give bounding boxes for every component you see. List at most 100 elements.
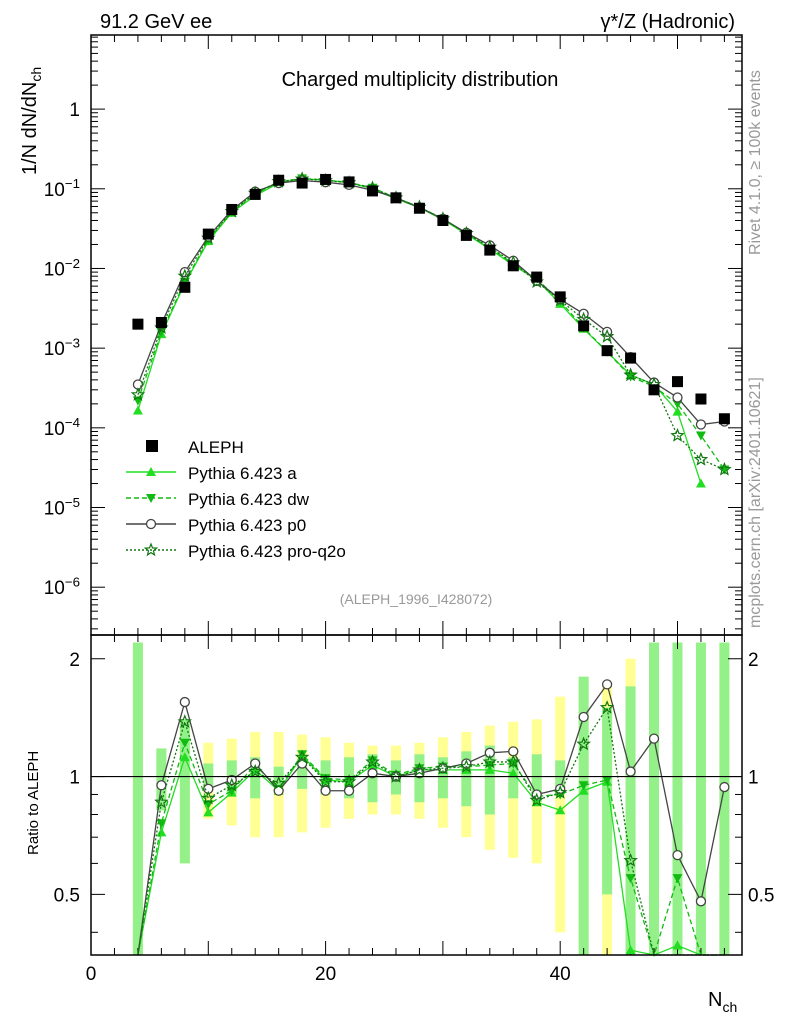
series-line-3	[137, 178, 725, 471]
aleph-data-point	[390, 192, 402, 204]
side-rivet-label: Rivet 4.1.0, ≥ 100k events	[747, 70, 764, 255]
ratio-point-3	[201, 790, 216, 805]
series-point-0	[695, 478, 706, 488]
ratio-point-2	[601, 679, 613, 690]
ratio-point-2	[719, 781, 730, 793]
aleph-data-point	[202, 228, 214, 240]
ratio-point-1	[367, 756, 378, 766]
ratio-point-3	[435, 760, 451, 775]
ratio-series	[137, 679, 730, 958]
ratio-point-1	[156, 819, 167, 829]
ratio-point-1	[625, 874, 636, 884]
header-energy: 91.2 GeV ee	[100, 11, 212, 33]
upper-axis-ticks: 10−6 10−5 10−4 10−3 10−2 10−1 1	[44, 35, 742, 635]
aleph-data-point	[437, 214, 449, 226]
band-inner	[508, 757, 519, 799]
aleph-data-point	[320, 173, 332, 185]
ratio-point-1	[672, 874, 683, 884]
y-axis-label: 1/N dN/dNch	[19, 67, 44, 175]
ratio-tick-label-right: 1	[748, 768, 759, 789]
ratio-point-0	[156, 827, 167, 837]
side-mcplots-label: mcplots.cern.ch [arXiv:2401.10621]	[747, 377, 764, 628]
ratio-point-2	[578, 711, 589, 723]
series-point-3	[670, 427, 685, 442]
ratio-point-3	[318, 774, 333, 788]
aleph-data-point	[531, 271, 543, 283]
ratio-point-3	[552, 784, 568, 799]
ratio-point-3	[388, 768, 404, 783]
aleph-data-point	[226, 203, 238, 215]
ratio-point-3	[529, 792, 544, 807]
legend-label: Pythia 6.423 a	[188, 464, 297, 483]
ratio-panel-frame	[90, 634, 743, 956]
aleph-data-point	[648, 384, 660, 396]
y-tick-label: 10−4	[44, 415, 80, 440]
band-inner	[602, 707, 613, 895]
band-inner	[625, 686, 636, 955]
ratio-point-3	[576, 736, 591, 751]
legend-marker	[146, 494, 156, 503]
ratio-point-1	[602, 775, 613, 785]
x-tick-label: 40	[550, 964, 571, 985]
aleph-data-point	[296, 177, 308, 189]
ratio-point-2	[695, 896, 707, 907]
aleph-data-point	[179, 281, 191, 293]
ratio-point-1	[578, 781, 589, 791]
legend-marker	[145, 518, 157, 530]
ratio-point-3	[224, 777, 240, 792]
ratio-point-2	[179, 696, 190, 708]
aleph-data-point	[155, 316, 167, 328]
aleph-data-point	[695, 393, 707, 405]
ratio-point-0	[672, 940, 683, 950]
y-tick-label: 1	[69, 100, 80, 121]
upper-series	[130, 171, 732, 488]
ratio-line-1	[137, 740, 725, 958]
series-point-2	[695, 419, 707, 430]
svg-text:Nch: Nch	[708, 989, 737, 1015]
ratio-point-1	[344, 775, 355, 785]
band-inner	[437, 757, 448, 799]
band-inner	[484, 745, 495, 815]
x-tick-label: 20	[315, 964, 336, 985]
legend: ALEPH Pythia 6.423 a Pythia 6.423 dw Pythia…	[126, 438, 346, 561]
aleph-data-point	[507, 260, 519, 272]
series-point-3	[693, 451, 709, 466]
ratio-point-3	[341, 774, 357, 788]
series-point-3	[130, 387, 146, 401]
aleph-data-point	[367, 185, 379, 197]
y-tick-label: 10−5	[44, 495, 80, 520]
ratio-point-0	[203, 807, 214, 817]
band-inner	[461, 751, 472, 807]
band-inner	[132, 642, 143, 955]
band-inner	[719, 642, 730, 955]
ratio-point-2	[320, 785, 331, 796]
ratio-point-3	[599, 700, 615, 714]
aleph-data-point	[343, 176, 355, 188]
ratio-point-0	[625, 945, 636, 955]
band-outer	[555, 696, 566, 933]
ratio-point-2	[343, 785, 355, 796]
ratio-point-3	[154, 794, 169, 809]
aleph-data-point	[460, 229, 472, 241]
band-inner	[555, 760, 566, 795]
ratio-point-3	[177, 714, 193, 729]
aleph-data-point	[413, 202, 425, 214]
ratio-tick-label-right: 0.5	[748, 885, 774, 906]
band-inner	[578, 676, 589, 955]
series-point-0	[672, 406, 683, 416]
series-line-2	[137, 179, 725, 426]
ratio-tick-label: 1	[69, 768, 80, 789]
header-process: γ*/Z (Hadronic)	[601, 11, 735, 33]
series-point-2	[672, 392, 683, 403]
band-inner	[672, 642, 683, 955]
y-tick-label: 10−1	[44, 176, 80, 201]
band-inner	[531, 754, 542, 803]
ratio-point-3	[294, 749, 310, 764]
legend-marker-aleph	[146, 440, 158, 452]
x-tick-label: 0	[86, 964, 97, 985]
band-inner	[156, 748, 167, 811]
band-inner	[649, 642, 660, 955]
aleph-data-point	[484, 244, 496, 256]
ratio-point-2	[672, 849, 683, 861]
